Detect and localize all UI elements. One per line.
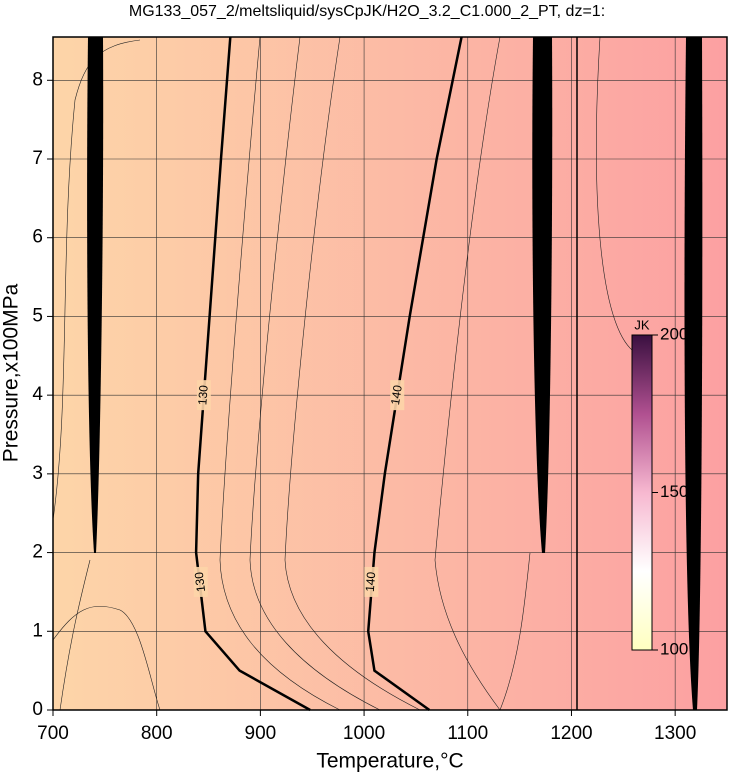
y-tick-label: 5 <box>32 305 43 326</box>
dense-band <box>87 37 104 553</box>
contour-label-bg <box>193 566 208 597</box>
colorbar-tick-label: 200 <box>660 324 688 343</box>
contour-line <box>194 36 311 712</box>
contour-label-bg <box>364 566 379 597</box>
y-tick-label: 0 <box>32 699 43 720</box>
colorbar-tick-label: 150 <box>660 482 688 501</box>
colorbar-label: JK <box>634 317 650 332</box>
contour-label-bg <box>196 380 211 411</box>
y-tick-label: 1 <box>32 620 43 641</box>
y-tick-label: 3 <box>32 463 43 484</box>
y-axis-label: Pressure,x100MPa <box>0 283 23 462</box>
x-tick-label: 1200 <box>550 723 592 744</box>
contour-thin <box>52 606 161 711</box>
contour-label-bg <box>390 380 405 411</box>
y-tick-label: 8 <box>32 69 43 90</box>
contour-thin <box>219 36 341 711</box>
contour-thin <box>284 36 421 711</box>
x-tick-label: 1300 <box>654 723 696 744</box>
x-tick-label: 800 <box>141 723 173 744</box>
chart-title: MG133_057_2/meltsliquid/sysCpJK/H2O_3.2_… <box>129 3 605 20</box>
contour-thin <box>249 36 381 711</box>
colorbar-tick-label: 100 <box>660 639 688 658</box>
dense-band <box>532 37 553 553</box>
x-tick-label: 900 <box>245 723 277 744</box>
contour-label: 130 <box>192 571 208 593</box>
contour-label: 140 <box>363 571 379 592</box>
colorbar <box>631 334 653 651</box>
x-tick-label: 700 <box>37 723 69 744</box>
plot-layer <box>52 37 727 711</box>
y-tick-label: 7 <box>32 148 43 169</box>
dense-contours <box>87 37 703 710</box>
x-tick-label: 1100 <box>447 723 488 744</box>
contour-thin <box>499 552 531 711</box>
y-tick-label: 2 <box>32 542 43 563</box>
contour-label: 140 <box>388 384 405 406</box>
plot-frame <box>52 36 728 711</box>
contour-thin <box>434 36 501 711</box>
contour-thin <box>59 559 91 711</box>
plot-background <box>53 37 727 710</box>
contour-label: 130 <box>195 384 210 405</box>
x-axis-label: Temperature,°C <box>316 750 463 773</box>
contour-line <box>366 36 463 712</box>
dense-band <box>684 37 703 710</box>
y-tick-label: 4 <box>32 384 43 405</box>
x-tick-label: 1000 <box>343 723 385 744</box>
y-tick-label: 6 <box>32 227 43 248</box>
